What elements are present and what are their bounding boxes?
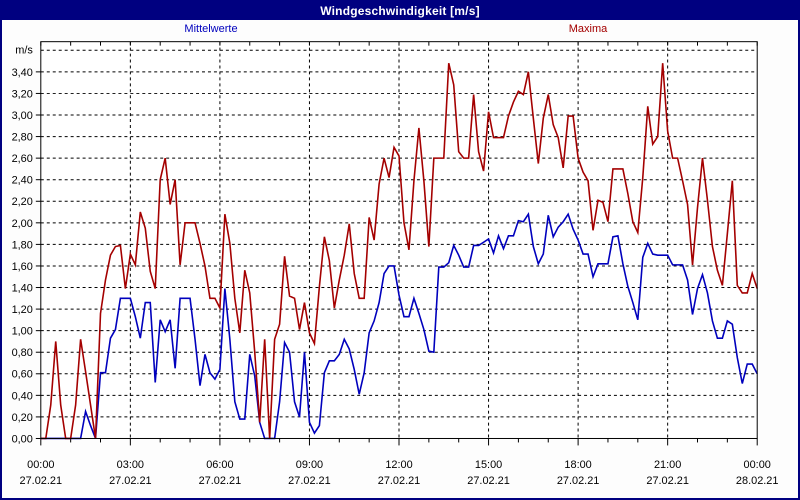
x-tick-date: 27.02.21 [646, 475, 689, 487]
y-tick-label: 1,40 [12, 283, 33, 295]
x-tick-time: 15:00 [475, 459, 502, 471]
x-tick-date: 27.02.21 [199, 475, 242, 487]
plot-frame [40, 41, 758, 439]
y-axis-unit-label: m/s [15, 44, 33, 56]
legend-label-maxima: Maxima [568, 23, 608, 35]
series-line-maxima [40, 63, 758, 440]
x-tick-date: 27.02.21 [20, 475, 63, 487]
x-tick-date: 27.02.21 [557, 475, 600, 487]
y-tick-label: 2,80 [12, 132, 33, 144]
x-axis-labels: 00:00 27.02.21 03:00 27.02.21 06:00 27.02.21 0… [20, 459, 779, 487]
y-tick-label: 1,00 [12, 326, 33, 338]
x-tick-time: 12:00 [385, 459, 412, 471]
axis-ticks [35, 41, 758, 446]
y-tick-label: 0,20 [12, 412, 33, 424]
x-tick-time: 21:00 [654, 459, 681, 471]
y-axis-labels: 0,00 0,20 0,40 0,60 0,80 1,00 1,20 1,40 1,60 1,80… [12, 44, 34, 445]
x-tick-date: 27.02.21 [467, 475, 510, 487]
x-tick-time: 03:00 [117, 459, 144, 471]
x-tick-date: 27.02.21 [288, 475, 331, 487]
x-tick-time: 06:00 [206, 459, 233, 471]
y-tick-label: 1,20 [12, 304, 33, 316]
titlebar: Windgeschwindigkeit [m/s] [2, 2, 798, 20]
y-tick-label: 2,00 [12, 218, 33, 230]
y-tick-label: 3,00 [12, 110, 33, 122]
y-tick-label: 0,00 [12, 433, 33, 445]
y-tick-label: 2,20 [12, 196, 33, 208]
x-tick-date: 27.02.21 [378, 475, 421, 487]
y-tick-label: 1,60 [12, 261, 33, 273]
y-tick-label: 3,20 [12, 88, 33, 100]
x-tick-date: 27.02.21 [109, 475, 152, 487]
y-tick-label: 0,40 [12, 390, 33, 402]
legend-label-mittelwerte: Mittelwerte [184, 23, 238, 35]
window-title: Windgeschwindigkeit [m/s] [320, 4, 480, 18]
x-tick-time: 00:00 [27, 459, 54, 471]
y-tick-label: 1,80 [12, 239, 33, 251]
x-tick-time: 00:00 [744, 459, 771, 471]
x-tick-date: 28.02.21 [736, 475, 779, 487]
x-tick-time: 18:00 [564, 459, 591, 471]
y-tick-label: 3,40 [12, 67, 33, 79]
x-tick-time: 09:00 [296, 459, 323, 471]
y-tick-label: 2,40 [12, 175, 33, 187]
series-line-mittelwerte [40, 212, 758, 440]
y-tick-label: 0,80 [12, 347, 33, 359]
y-tick-label: 2,60 [12, 153, 33, 165]
y-tick-label: 0,60 [12, 369, 33, 381]
